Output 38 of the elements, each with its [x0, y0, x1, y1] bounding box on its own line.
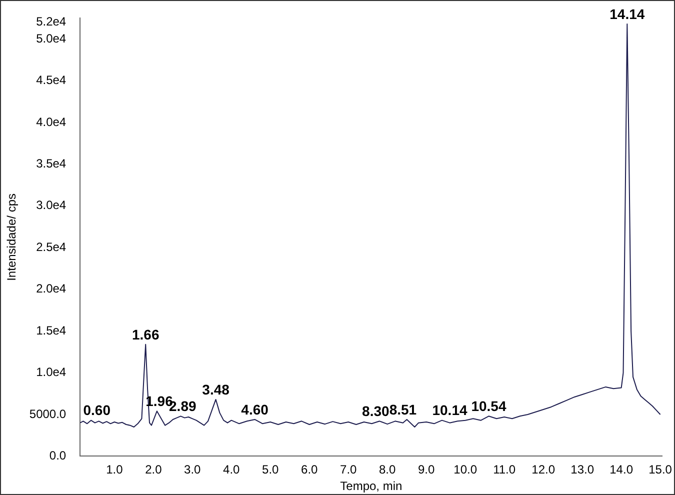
y-tick-label: 3.0e4: [36, 198, 66, 212]
x-tick-label: 6.0: [301, 462, 318, 477]
annotation: 0.60: [83, 402, 111, 418]
x-tick-label: 3.0: [184, 462, 202, 477]
annotation: 8.51: [389, 401, 417, 418]
y-tick-label: 4.0e4: [36, 114, 66, 129]
annotation: 4.60: [241, 401, 269, 418]
y-tick-label: 3.5e4: [36, 156, 66, 171]
y-tick-label: 2.5e4: [36, 240, 66, 254]
y-tick-label: 1.5e4: [36, 323, 66, 338]
x-tick-label: 8.0: [379, 462, 396, 477]
y-tick-label: 2.0e4: [36, 282, 66, 296]
x-tick-label: 1.0: [106, 462, 124, 477]
y-tick-label: 5.2e4: [36, 14, 66, 29]
x-tick-label: 4.0: [223, 462, 240, 477]
y-axis-title: Intensidade/ cps: [4, 193, 19, 281]
x-tick-label: 7.0: [340, 462, 358, 477]
x-axis-title: Tempo, min: [340, 479, 402, 494]
y-tick-label: 5000.0: [29, 406, 66, 421]
x-tick-label: 13.0: [570, 462, 594, 477]
x-tick-label: 15.0: [648, 462, 672, 477]
x-tick-label: 5.0: [262, 462, 280, 477]
y-tick-label: 1.0e4: [36, 365, 66, 380]
annotation: 10.54: [471, 398, 506, 414]
x-tick-label: 11.0: [493, 462, 516, 477]
annotation: 14.14: [610, 6, 645, 22]
y-tick-label: 5.0e4: [36, 31, 66, 46]
x-tick-label: 14.0: [610, 462, 634, 477]
y-tick-label: 0.0: [49, 448, 66, 463]
annotation: 8.30: [362, 403, 390, 420]
x-tick-label: 10.0: [454, 462, 478, 477]
annotation: 10.14: [432, 402, 468, 418]
x-tick-label: 12.0: [532, 462, 556, 477]
annotation: 3.48: [202, 381, 230, 398]
annotation: 1.66: [132, 326, 160, 342]
x-tick-label: 2.0: [145, 462, 162, 477]
y-tick-label: 4.5e4: [36, 73, 66, 88]
x-tick-label: 9.0: [418, 462, 436, 477]
